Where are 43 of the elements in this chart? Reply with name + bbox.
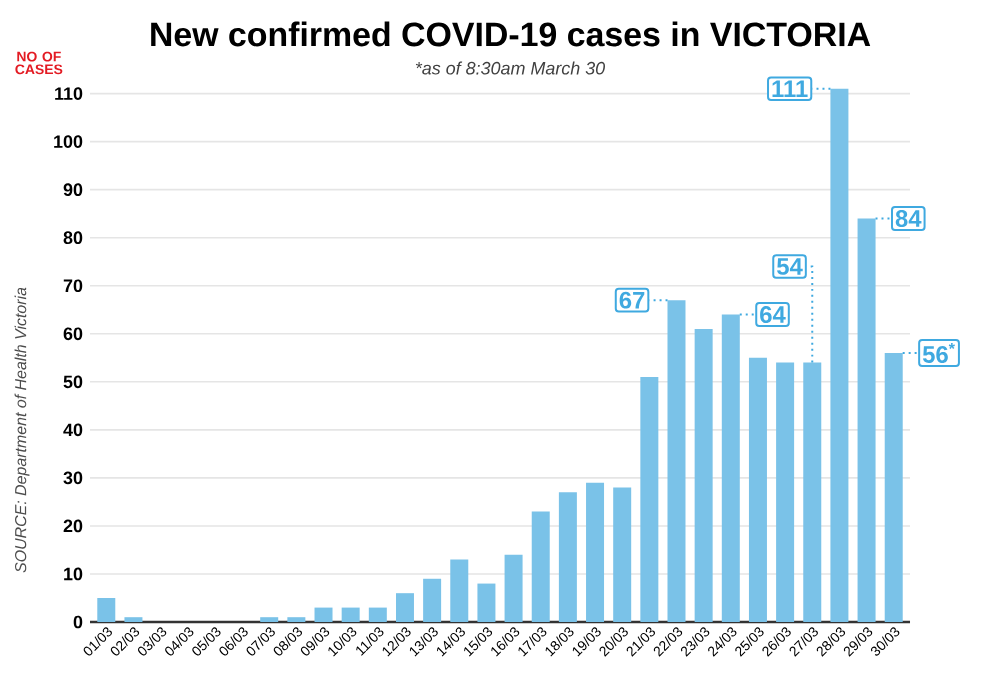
bar [884, 352, 903, 622]
bar [748, 357, 767, 622]
bar [450, 559, 469, 622]
bar [694, 328, 713, 622]
bar [721, 314, 740, 622]
y-tick-label: 10 [64, 567, 83, 581]
bar [341, 607, 360, 622]
bar [504, 554, 523, 622]
y-tick-label: 0 [73, 615, 83, 629]
data-label: 56$^{*}$ [922, 343, 955, 363]
y-tick-label: 110 [55, 87, 83, 100]
y-tick-label: 20 [63, 519, 83, 533]
y-tick-label: 50 [63, 375, 83, 389]
chart-title: New confirmed COVID-19 cases in VICTORIA [151, 21, 871, 47]
bar [97, 597, 116, 622]
chart-subtitle: *as of 8:30am March 30 [415, 61, 606, 75]
data-label: 84 [895, 210, 922, 227]
bar [586, 482, 605, 622]
data-label: 67 [619, 291, 645, 309]
y-tick-label: 100 [54, 135, 83, 148]
bar [776, 362, 795, 622]
y-tick-label: 30 [63, 471, 83, 485]
bar [613, 487, 632, 622]
y-tick-label: 40 [63, 423, 83, 437]
bar [395, 593, 414, 622]
bar [558, 492, 577, 622]
bar [857, 218, 876, 622]
bar [803, 362, 822, 622]
y-tick-label: 90 [63, 183, 83, 197]
data-label: 54 [777, 258, 803, 275]
bar [830, 88, 849, 622]
bar [531, 511, 550, 622]
bar [314, 607, 333, 622]
data-label: 111 [772, 80, 808, 98]
y-tick-label: 80 [63, 231, 83, 245]
bar [368, 607, 387, 622]
data-label: 64 [760, 306, 786, 324]
bar [423, 578, 442, 622]
y-tick-label: 70 [63, 279, 83, 293]
bar [477, 583, 496, 622]
bar [640, 377, 659, 622]
y-tick-label: 60 [63, 327, 83, 341]
bar [667, 300, 686, 622]
